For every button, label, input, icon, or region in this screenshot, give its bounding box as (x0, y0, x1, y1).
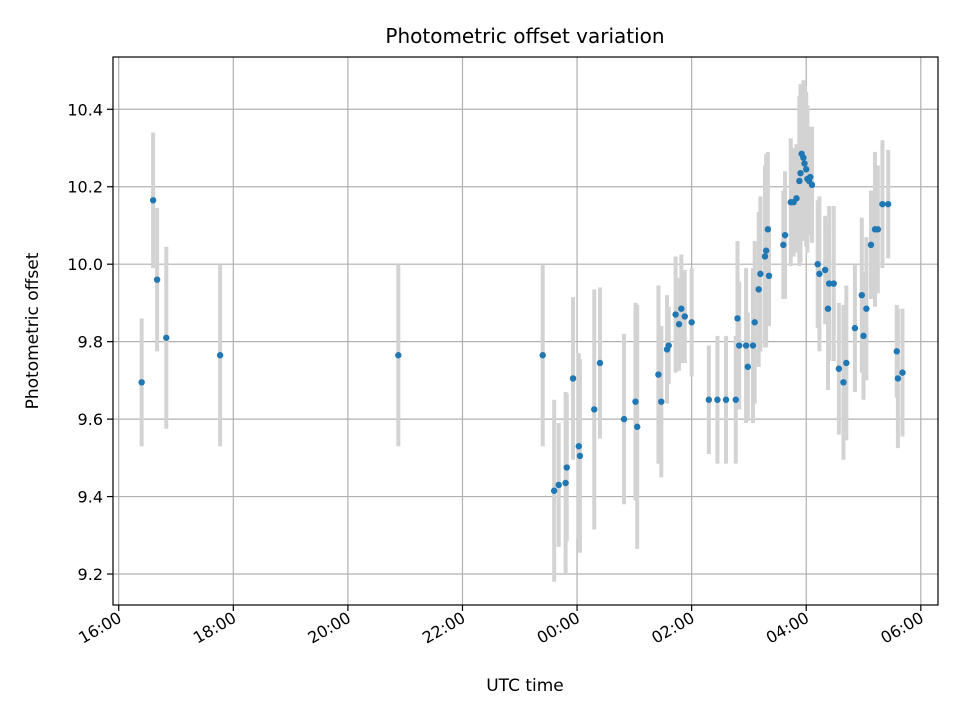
data-point (675, 321, 683, 328)
y-tick-label: 10.0 (67, 255, 103, 274)
data-point (550, 487, 558, 494)
data-point (555, 481, 562, 489)
data-point (761, 253, 769, 260)
data-point (576, 452, 584, 460)
data-point (893, 348, 900, 355)
data-point (149, 197, 157, 204)
data-point (163, 334, 170, 341)
data-point (596, 359, 604, 367)
y-tick-label: 10.2 (67, 178, 103, 197)
data-point (840, 379, 847, 386)
data-points (138, 150, 906, 494)
y-tick-label: 9.6 (78, 410, 103, 429)
data-point (860, 332, 867, 340)
data-point (665, 342, 672, 349)
data-point (884, 200, 892, 208)
y-axis: 9.2 9.4 9.6 9.8 10.0 10.2 10.4 (67, 100, 113, 584)
data-point (744, 363, 751, 371)
data-point (796, 177, 803, 185)
data-point (835, 365, 843, 372)
data-point (138, 379, 145, 386)
data-point (863, 305, 870, 312)
data-point (216, 352, 224, 359)
data-point (858, 291, 866, 299)
y-tick-label: 9.2 (78, 565, 103, 584)
data-point (734, 315, 741, 322)
data-point (843, 359, 850, 367)
data-point (830, 280, 837, 287)
data-point (563, 464, 570, 471)
data-point (800, 154, 807, 161)
data-point (899, 369, 906, 376)
data-point (575, 443, 582, 450)
data-point (801, 160, 808, 167)
data-point (803, 166, 810, 173)
y-tick-label: 9.4 (78, 488, 103, 507)
data-point (814, 260, 821, 268)
data-point (781, 231, 789, 239)
data-point (755, 286, 762, 293)
data-point (688, 319, 695, 326)
data-point (879, 200, 886, 208)
data-point (793, 195, 800, 202)
data-point (714, 396, 721, 403)
plot-frame (112, 56, 939, 606)
data-point (808, 181, 816, 189)
data-point (705, 396, 713, 403)
data-point (757, 270, 764, 278)
data-point (658, 398, 665, 405)
data-point (620, 415, 628, 423)
data-point (807, 173, 814, 181)
data-point (762, 247, 770, 254)
data-point (562, 479, 569, 487)
data-point (655, 371, 662, 378)
y-tick-label: 9.8 (78, 333, 103, 352)
data-point (681, 313, 688, 320)
x-axis-label: UTC time (486, 676, 564, 696)
data-point (678, 305, 685, 312)
data-point (765, 272, 773, 280)
data-point (634, 423, 641, 431)
data-point (867, 241, 875, 249)
data-point (722, 396, 730, 403)
data-point (569, 375, 577, 382)
y-axis-label: Photometric offset (23, 252, 43, 409)
chart-title: Photometric offset variation (385, 24, 664, 48)
data-point (735, 342, 743, 349)
data-point (780, 241, 787, 249)
data-point (821, 266, 829, 274)
data-point (797, 169, 804, 177)
data-point (742, 342, 750, 349)
data-point (816, 270, 823, 278)
y-tick-label: 10.4 (67, 100, 103, 119)
data-point (591, 406, 598, 413)
data-point (672, 311, 679, 318)
data-point (732, 396, 739, 403)
data-point (894, 375, 902, 382)
data-point (751, 319, 758, 326)
data-point (632, 398, 639, 405)
data-point (539, 352, 546, 359)
data-point (153, 276, 161, 283)
data-point (749, 342, 757, 349)
data-point (825, 280, 833, 287)
data-point (395, 352, 402, 359)
data-point (874, 226, 882, 233)
data-point (851, 324, 859, 332)
data-point (824, 305, 832, 312)
data-point (764, 226, 772, 233)
